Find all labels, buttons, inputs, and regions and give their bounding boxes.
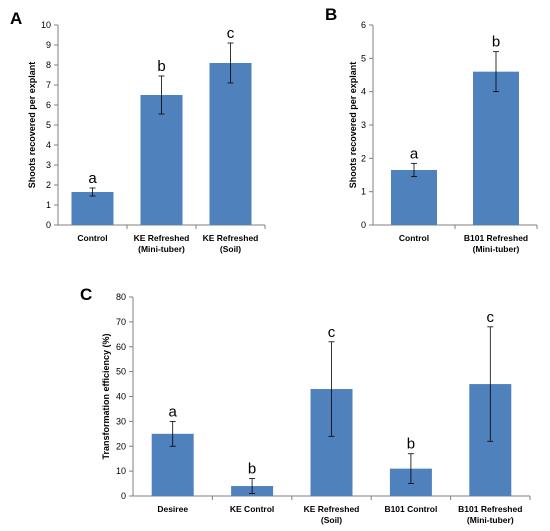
y-tick-label: 6 <box>46 100 51 110</box>
category-label: (Mini-tuber) <box>138 244 185 254</box>
category-label: KE Refreshed <box>203 233 259 243</box>
significance-label: c <box>487 309 495 326</box>
y-tick-label: 20 <box>116 441 126 451</box>
y-tick-label: 7 <box>46 80 51 90</box>
category-label: KE Refreshed <box>304 504 360 514</box>
significance-label: b <box>157 58 165 75</box>
significance-label: b <box>492 34 500 51</box>
category-label: B101 Refreshed <box>458 504 522 514</box>
chart-panel-b: B 0 1 2 3 4 5 6 Shoots recovered per explant a Con… <box>325 5 538 254</box>
y-tick-label: 8 <box>46 60 51 70</box>
y-tick-label: 4 <box>46 140 51 150</box>
y-tick-label: 5 <box>361 53 366 63</box>
significance-label: c <box>328 324 336 341</box>
y-tick-label: 0 <box>121 491 126 501</box>
y-tick-label: 10 <box>41 20 51 30</box>
bar <box>140 95 183 225</box>
y-tick-label: 2 <box>361 153 366 163</box>
category-label: Control <box>77 233 107 243</box>
y-tick-label: 30 <box>116 416 126 426</box>
significance-label: a <box>88 170 97 187</box>
y-tick-label: 3 <box>46 160 51 170</box>
category-label: B101 Control <box>384 504 437 514</box>
bar <box>71 192 114 225</box>
y-tick-label: 2 <box>46 180 51 190</box>
y-tick-label: 3 <box>361 120 366 130</box>
y-tick-label: 60 <box>116 342 126 352</box>
category-label: (Mini-tuber) <box>473 244 520 254</box>
significance-label: a <box>410 145 419 162</box>
y-tick-label: 6 <box>361 20 366 30</box>
y-tick-label: 4 <box>361 87 366 97</box>
category-label: (Mini-tuber) <box>467 515 514 525</box>
y-tick-label: 50 <box>116 367 126 377</box>
y-tick-label: 1 <box>361 187 366 197</box>
panel-label: C <box>80 285 92 304</box>
y-axis-title: Shoots recovered per explant <box>27 62 37 189</box>
category-label: (Soil) <box>321 515 342 525</box>
significance-label: c <box>227 25 235 42</box>
y-tick-label: 40 <box>116 392 126 402</box>
y-tick-label: 5 <box>46 120 51 130</box>
category-label: KE Refreshed <box>134 233 190 243</box>
bar <box>209 63 252 225</box>
y-tick-label: 70 <box>116 317 126 327</box>
y-axis-title: Shoots recovered per explant <box>348 62 358 189</box>
category-label: Desiree <box>157 504 188 514</box>
category-label: KE Control <box>230 504 274 514</box>
bar <box>391 170 437 225</box>
significance-label: b <box>248 461 256 478</box>
bar <box>473 71 519 226</box>
chart-panel-c: C 0 10 20 30 40 50 60 70 80 Transformation efficie… <box>80 285 531 525</box>
panel-label: B <box>325 5 337 24</box>
y-axis-title: Transformation efficiency (%) <box>101 333 111 459</box>
y-tick-label: 0 <box>361 220 366 230</box>
category-label: Control <box>399 233 429 243</box>
y-tick-label: 10 <box>116 466 126 476</box>
y-tick-label: 1 <box>46 200 51 210</box>
y-tick-label: 0 <box>46 220 51 230</box>
significance-label: a <box>169 403 178 420</box>
y-tick-label: 80 <box>116 292 126 302</box>
panel-label: A <box>10 9 22 28</box>
chart-panel-a: A 0 1 2 3 4 5 6 7 8 9 10 Shoots recovered per explan… <box>10 9 266 254</box>
category-label: B101 Refreshed <box>464 233 528 243</box>
category-label: (Soil) <box>220 244 241 254</box>
significance-label: b <box>407 436 415 453</box>
y-tick-label: 9 <box>46 40 51 50</box>
